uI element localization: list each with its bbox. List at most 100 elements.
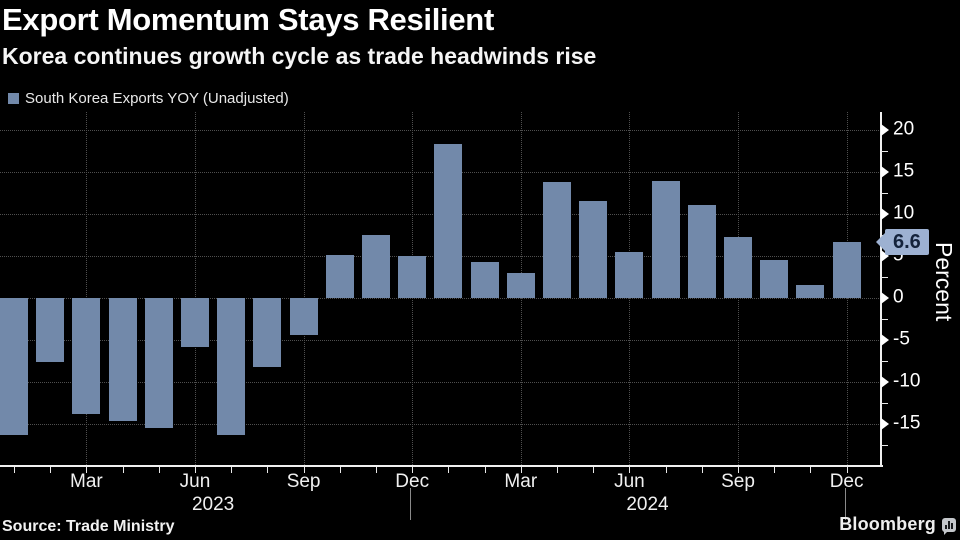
bar-chart-bubble-icon bbox=[942, 517, 956, 535]
y-tick-label: 15 bbox=[893, 160, 915, 182]
y-tick-label: 10 bbox=[893, 202, 915, 224]
bar bbox=[651, 180, 680, 298]
x-tick-mark bbox=[810, 467, 812, 473]
y-tick-arrow-icon bbox=[881, 333, 889, 346]
bar bbox=[615, 251, 644, 298]
bar bbox=[144, 297, 173, 428]
legend-marker-icon bbox=[8, 93, 19, 104]
x-tick-mark bbox=[484, 467, 486, 473]
bar bbox=[253, 297, 282, 367]
x-tick-mark bbox=[774, 467, 776, 473]
x-tick-label: Mar bbox=[504, 471, 538, 492]
bar bbox=[760, 259, 789, 298]
y-tick-label: -15 bbox=[893, 412, 921, 434]
x-axis-year-label: 2023 bbox=[191, 494, 235, 515]
year-divider bbox=[844, 488, 846, 520]
x-tick-mark bbox=[14, 467, 15, 473]
bloomberg-logo: Bloomberg bbox=[839, 514, 956, 535]
y-tick-label: 20 bbox=[893, 118, 915, 140]
x-tick-label: Sep bbox=[286, 471, 321, 492]
callout-value: 6.6 bbox=[885, 229, 929, 256]
chart-subtitle: Korea continues growth cycle as trade he… bbox=[2, 43, 597, 69]
x-tick-label: Dec bbox=[395, 471, 430, 492]
gridline-vertical bbox=[195, 112, 196, 465]
x-tick-label: Dec bbox=[829, 471, 864, 492]
x-tick-mark bbox=[339, 467, 341, 473]
x-tick-mark bbox=[846, 467, 848, 473]
y-tick-arrow-icon bbox=[881, 207, 889, 220]
bar bbox=[181, 297, 209, 348]
bar bbox=[289, 297, 318, 335]
bar bbox=[506, 272, 535, 298]
y-tick-arrow-icon bbox=[881, 375, 889, 388]
bar bbox=[687, 205, 716, 298]
bar bbox=[579, 201, 608, 298]
x-tick-mark bbox=[303, 467, 305, 473]
x-tick-mark bbox=[593, 467, 595, 473]
plot-area bbox=[0, 112, 881, 465]
x-axis-year-label: 2024 bbox=[626, 494, 669, 515]
x-tick-mark bbox=[665, 467, 667, 473]
x-tick-mark bbox=[629, 467, 631, 473]
x-axis: Mar Jun Sep Dec Mar Jun Sep Dec 2023 2024 bbox=[0, 465, 960, 525]
x-tick-mark bbox=[231, 467, 233, 473]
x-tick-mark bbox=[557, 467, 558, 473]
y-minor-tick bbox=[881, 444, 888, 446]
x-tick-mark bbox=[448, 467, 450, 473]
x-tick-mark bbox=[701, 467, 703, 473]
y-minor-tick bbox=[881, 318, 888, 320]
x-tick-mark bbox=[195, 467, 196, 473]
y-tick-arrow-icon bbox=[881, 249, 889, 262]
bar bbox=[796, 285, 825, 298]
y-tick-arrow-icon bbox=[881, 165, 889, 178]
x-tick-label: Sep bbox=[721, 471, 755, 492]
x-tick-mark bbox=[86, 467, 88, 473]
last-value-callout: 6.6 bbox=[876, 229, 929, 256]
year-divider bbox=[410, 488, 412, 520]
gridline-horizontal bbox=[0, 339, 881, 341]
gridline-vertical bbox=[86, 112, 88, 465]
bloomberg-wordmark: Bloomberg bbox=[839, 514, 936, 534]
gridline-horizontal bbox=[0, 129, 881, 131]
y-tick-arrow-icon bbox=[881, 123, 889, 136]
y-minor-tick bbox=[881, 360, 888, 362]
bar bbox=[325, 254, 354, 298]
x-tick-mark bbox=[122, 467, 124, 473]
bar bbox=[36, 297, 65, 362]
bar bbox=[543, 181, 571, 298]
x-axis-line bbox=[0, 465, 883, 467]
callout-pointer-icon bbox=[876, 233, 885, 252]
bar bbox=[362, 234, 390, 298]
source-label: Source: Trade Ministry bbox=[2, 518, 175, 535]
y-minor-tick bbox=[881, 150, 888, 152]
y-minor-tick bbox=[881, 276, 888, 278]
bar bbox=[108, 297, 137, 422]
y-axis-title: Percent bbox=[931, 242, 957, 322]
y-tick-arrow-icon bbox=[881, 291, 889, 304]
legend: South Korea Exports YOY (Unadjusted) bbox=[8, 90, 289, 107]
x-tick-mark bbox=[267, 467, 269, 473]
x-tick-mark bbox=[50, 467, 52, 473]
gridline-vertical bbox=[303, 112, 305, 465]
bar bbox=[398, 255, 427, 298]
x-tick-label: Jun bbox=[614, 471, 645, 492]
x-tick-mark bbox=[520, 467, 522, 473]
y-tick-label: -10 bbox=[893, 370, 921, 392]
x-tick-mark bbox=[412, 467, 414, 473]
bar bbox=[72, 297, 101, 415]
x-tick-label: Jun bbox=[179, 471, 211, 492]
bar bbox=[0, 297, 28, 436]
y-minor-tick bbox=[881, 402, 888, 404]
bar bbox=[470, 261, 499, 298]
bar bbox=[434, 143, 463, 298]
x-tick-label: Mar bbox=[70, 471, 103, 492]
chart-title: Export Momentum Stays Resilient bbox=[2, 2, 494, 37]
x-tick-mark bbox=[738, 467, 739, 473]
x-tick-mark bbox=[376, 467, 377, 473]
bar bbox=[724, 237, 752, 298]
bar bbox=[832, 242, 861, 298]
x-tick-mark bbox=[158, 467, 160, 473]
y-tick-arrow-icon bbox=[881, 417, 889, 430]
y-tick-label: 0 bbox=[893, 286, 904, 308]
